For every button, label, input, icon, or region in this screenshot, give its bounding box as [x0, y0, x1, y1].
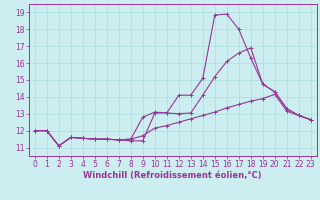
X-axis label: Windchill (Refroidissement éolien,°C): Windchill (Refroidissement éolien,°C)	[84, 171, 262, 180]
